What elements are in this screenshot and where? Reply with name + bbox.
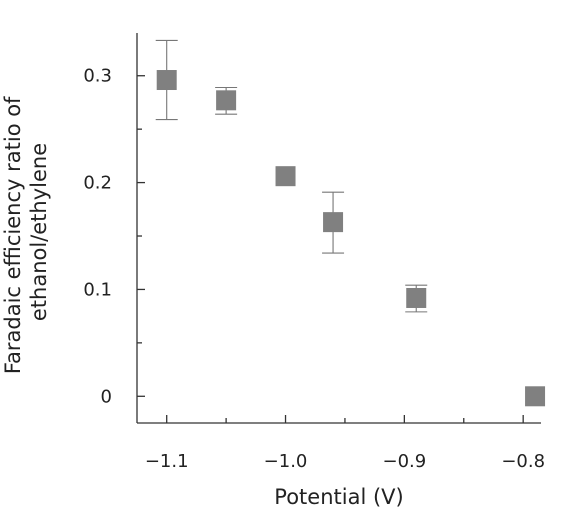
data-point [275, 166, 296, 187]
x-tick-label: −0.8 [501, 451, 545, 472]
x-axis-label: Potential (V) [274, 485, 403, 509]
y-tick-label: 0.3 [83, 66, 112, 87]
axes: 0 0.1 0.2 0.3 −1.1 −1.0 −0.9 −0.8 [83, 33, 545, 472]
data-point [406, 287, 427, 308]
data-point [156, 70, 177, 91]
data-markers [156, 70, 546, 407]
y-tick-label: 0.1 [83, 279, 112, 300]
data-point [323, 212, 344, 233]
x-tick-label: −1.1 [145, 451, 189, 472]
x-tick-label: −0.9 [382, 451, 426, 472]
data-point [216, 90, 237, 111]
y-axis-label-line-2: ethanol/ethylene [27, 143, 51, 321]
y-axis-label-line-1: Faradaic efficiency ratio of [1, 96, 25, 374]
y-axis-label: Faradaic efficiency ratio of ethanol/eth… [1, 90, 51, 374]
x-tick-label: −1.0 [264, 451, 308, 472]
data-point [525, 386, 546, 407]
y-tick-label: 0 [101, 386, 112, 407]
y-tick-label: 0.2 [83, 173, 112, 194]
